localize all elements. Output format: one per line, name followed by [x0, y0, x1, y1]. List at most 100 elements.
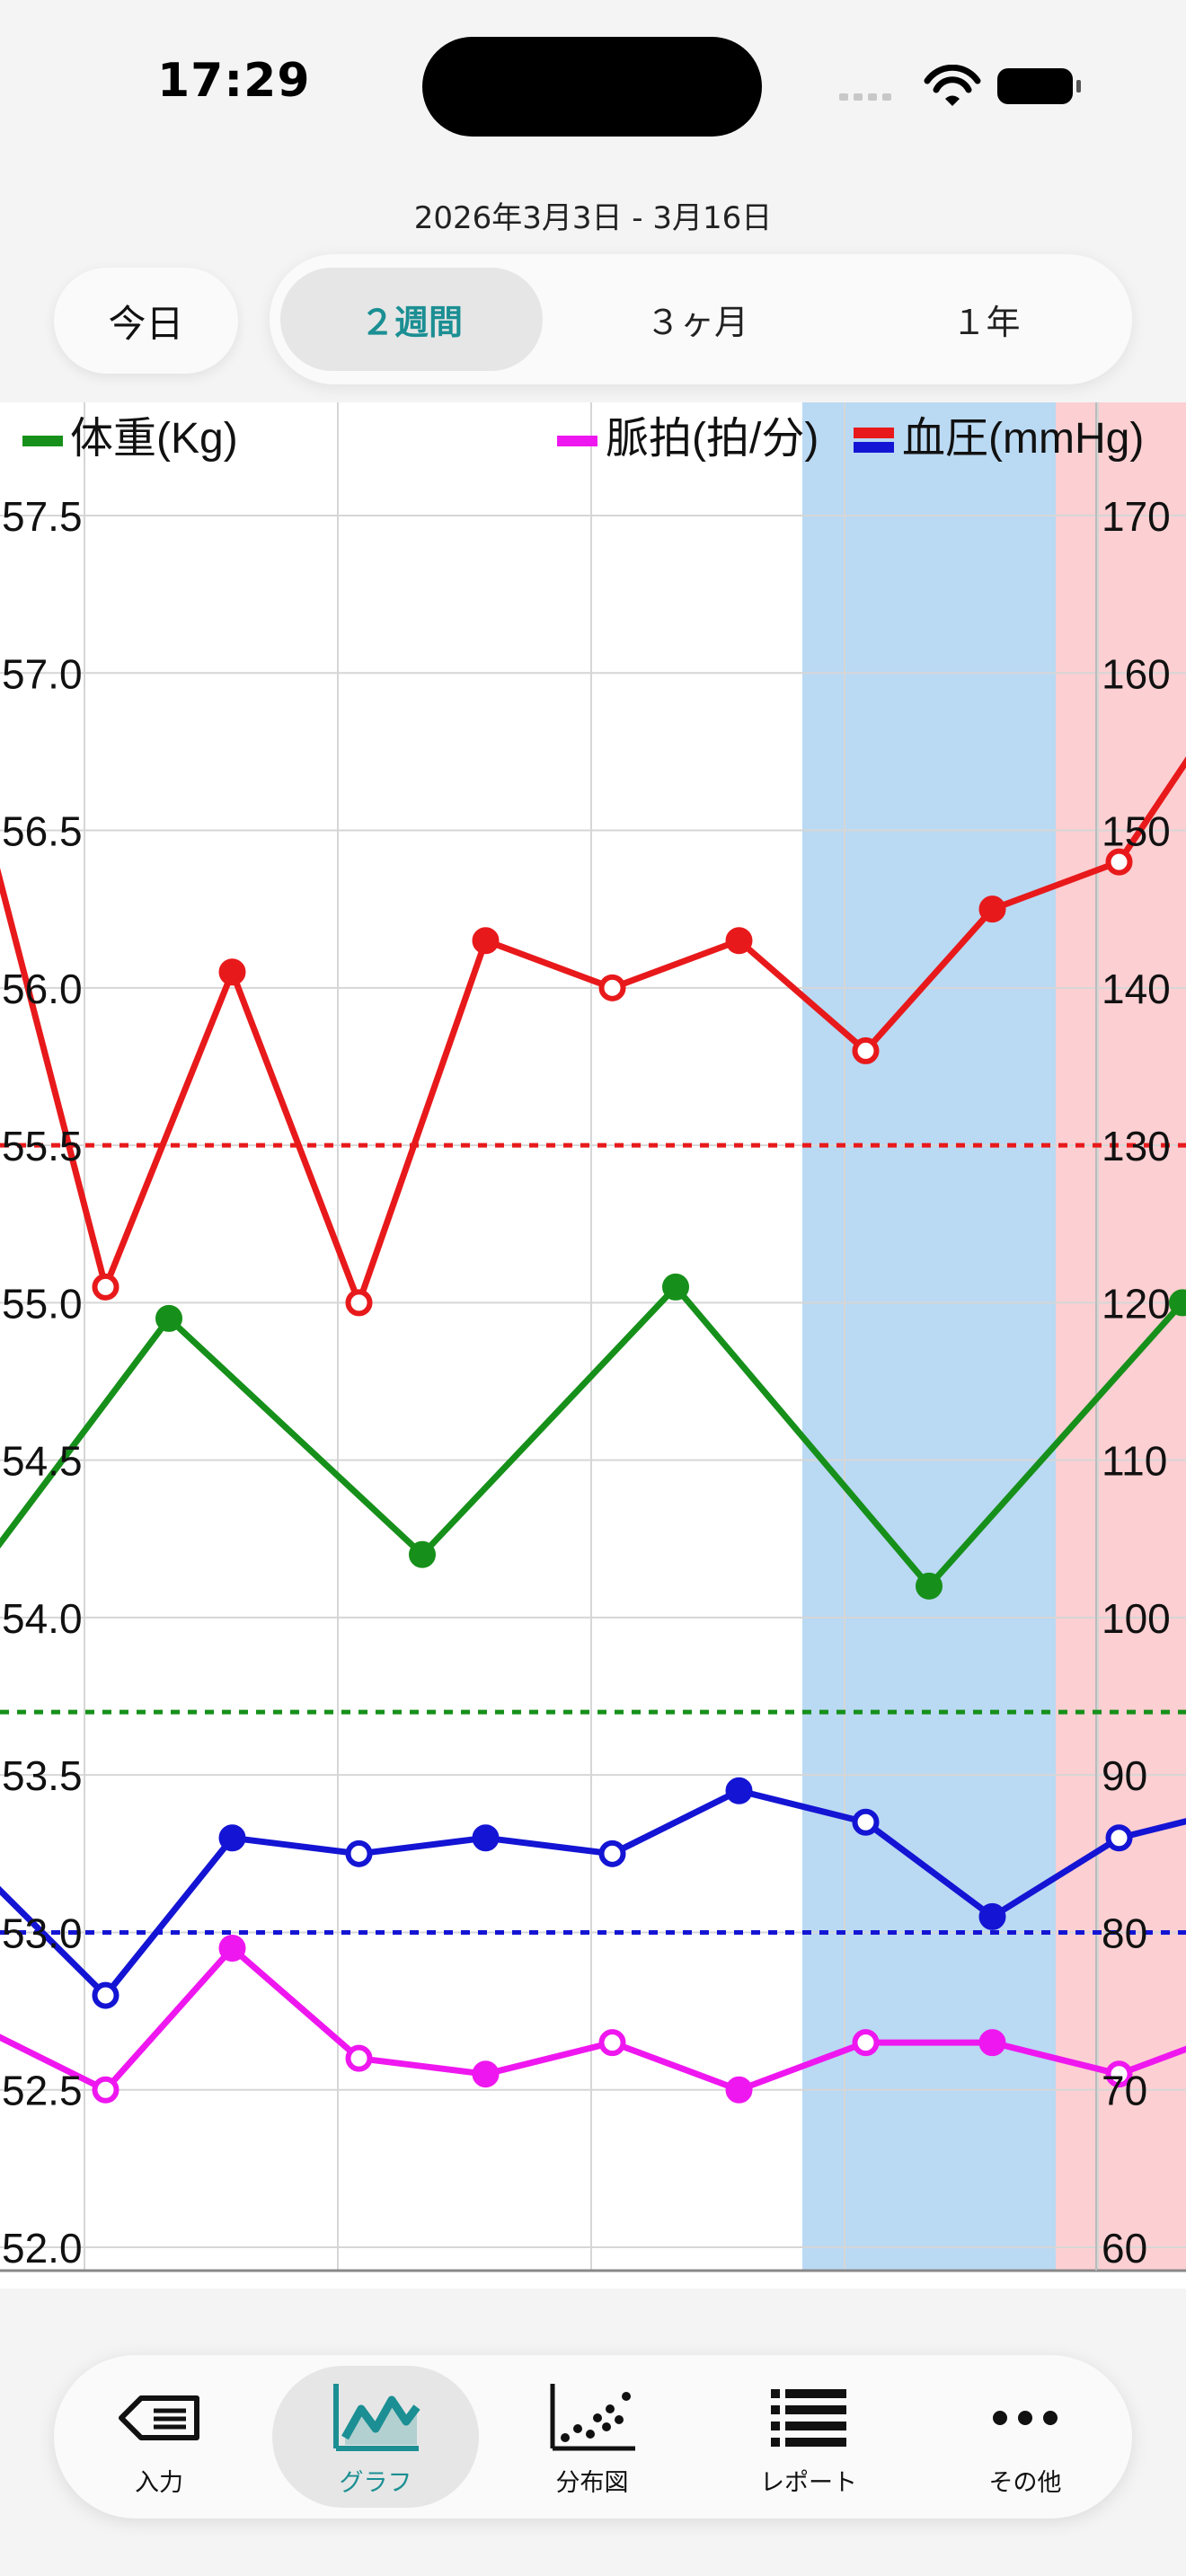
- segment-one-year[interactable]: １年: [951, 303, 1021, 342]
- data-point: [409, 1540, 436, 1568]
- data-point: [345, 2044, 373, 2072]
- tab-scatter[interactable]: 分布図: [489, 2366, 695, 2508]
- line-graph-icon: [333, 2384, 420, 2451]
- data-point: [92, 2076, 119, 2104]
- input-tag-icon: [119, 2395, 199, 2440]
- tab-input-label: 入力: [135, 2469, 183, 2497]
- health-chart[interactable]: 52.0 52.5 53.0 53.5 54.0 54.5 55.0 55.5 56.0 56.5…: [0, 402, 1186, 2289]
- left-axis-tick-label: 56.5: [2, 808, 83, 855]
- segment-three-months[interactable]: ３ヶ月: [645, 303, 748, 342]
- right-axis-tick-label: 170: [1102, 493, 1171, 540]
- today-button[interactable]: 今日: [54, 268, 238, 374]
- right-axis-tick-label: 80: [1102, 1910, 1147, 1956]
- data-point: [1169, 1289, 1186, 1317]
- series-line-2: [0, 1787, 1186, 1999]
- left-axis-tick-label: 56.0: [2, 966, 83, 1012]
- legend-weight-label: 体重(Kg): [70, 415, 238, 463]
- left-axis-tick-label: 55.0: [2, 1280, 83, 1327]
- data-point: [852, 1808, 880, 1836]
- legend-swatch-bp-high: [854, 428, 894, 438]
- series-line-1: [0, 756, 1186, 1306]
- period-segmented-control: ２週間 ３ヶ月 １年: [270, 254, 1132, 384]
- tab-graph[interactable]: グラフ: [272, 2366, 479, 2508]
- right-axis-tick-label: 130: [1102, 1123, 1171, 1169]
- series-line-3: [0, 1945, 1186, 2094]
- legend-bp-label: 血圧(mmHg): [902, 415, 1144, 463]
- data-point: [978, 2029, 1006, 2057]
- left-axis-tick-label: 53.0: [2, 1910, 83, 1956]
- data-point: [155, 1304, 182, 1332]
- series-line-0: [0, 1284, 1186, 1590]
- data-point: [345, 1839, 373, 1867]
- data-point: [598, 1839, 626, 1867]
- battery-icon: [997, 68, 1081, 104]
- tab-report-label: レポート: [760, 2469, 857, 2497]
- tab-more[interactable]: その他: [922, 2366, 1128, 2508]
- legend-pulse-label: 脈拍(拍/分): [606, 415, 819, 463]
- data-point: [92, 1981, 119, 2009]
- right-axis-tick-label: 110: [1102, 1438, 1167, 1485]
- data-point: [218, 1824, 246, 1852]
- data-point: [218, 958, 246, 986]
- data-point: [472, 1824, 500, 1852]
- right-axis-tick-label: 140: [1102, 966, 1171, 1012]
- right-axis-tick-label: 90: [1102, 1752, 1147, 1799]
- left-axis-tick-label: 52.0: [2, 2225, 83, 2272]
- left-axis-tick-label: 54.5: [2, 1438, 83, 1485]
- data-point: [1105, 848, 1133, 876]
- data-point: [598, 974, 626, 1001]
- data-point: [916, 1572, 943, 1600]
- weekend-band-sat: [802, 402, 1056, 2271]
- data-point: [472, 927, 500, 955]
- right-axis-tick-label: 70: [1102, 2068, 1147, 2114]
- status-icons: [839, 65, 1081, 106]
- data-point: [218, 1934, 246, 1962]
- segment-two-weeks[interactable]: ２週間: [280, 268, 543, 371]
- list-report-icon: [771, 2389, 846, 2447]
- wifi-icon: [924, 65, 981, 106]
- more-icon: [993, 2411, 1058, 2425]
- chart-legend: 体重(Kg) 脈拍(拍/分) 血圧(mmHg): [22, 415, 1144, 463]
- right-axis-tick-label: 120: [1102, 1280, 1171, 1327]
- data-point: [345, 1289, 373, 1317]
- right-axis-tick-label: 160: [1102, 650, 1171, 697]
- tab-graph-label: グラフ: [339, 2469, 412, 2497]
- left-axis-tick-label: 53.5: [2, 1752, 83, 1799]
- data-point: [1105, 1824, 1133, 1852]
- left-axis-tick-label: 57.5: [2, 493, 83, 540]
- data-point: [725, 1777, 753, 1804]
- dynamic-island: [422, 37, 762, 137]
- data-point: [92, 1273, 119, 1301]
- data-point: [725, 2076, 753, 2104]
- data-point: [852, 2029, 880, 2057]
- data-point: [1105, 2060, 1133, 2088]
- right-axis-tick-label: 100: [1102, 1595, 1171, 1642]
- data-point: [598, 2029, 626, 2057]
- left-axis-tick-label: 55.5: [2, 1123, 83, 1169]
- data-point: [725, 927, 753, 955]
- data-point: [472, 2060, 500, 2088]
- legend-swatch-bp-low: [854, 442, 894, 453]
- right-axis-tick-label: 150: [1102, 808, 1171, 855]
- weekend-band-sun: [1056, 402, 1186, 2271]
- right-axis-tick-label: 60: [1102, 2225, 1147, 2272]
- date-range-title: 2026年3月3日 - 3月16日: [413, 200, 773, 236]
- data-point: [978, 1902, 1006, 1930]
- cellular-signal-icon: [839, 93, 891, 101]
- left-axis-tick-label: 52.5: [2, 2068, 83, 2114]
- tab-report[interactable]: レポート: [705, 2366, 912, 2508]
- legend-swatch-pulse: [557, 436, 597, 446]
- data-point: [978, 895, 1006, 923]
- tab-input[interactable]: 入力: [56, 2366, 262, 2508]
- data-point: [852, 1037, 880, 1064]
- left-axis-tick-label: 57.0: [2, 650, 83, 697]
- tab-scatter-label: 分布図: [555, 2469, 629, 2497]
- tab-more-label: その他: [988, 2469, 1062, 2497]
- scatter-plot-icon: [550, 2384, 635, 2451]
- legend-swatch-weight: [22, 436, 63, 446]
- bottom-tab-bar: 入力 グラフ 分布図: [54, 2355, 1132, 2519]
- data-point: [662, 1273, 689, 1301]
- left-axis-tick-label: 54.0: [2, 1595, 83, 1642]
- status-time: 17:29: [157, 54, 311, 108]
